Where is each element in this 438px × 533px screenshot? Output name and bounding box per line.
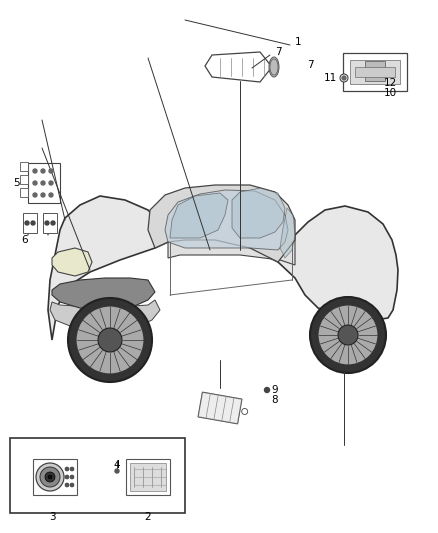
Bar — [20, 175, 28, 184]
Polygon shape — [280, 208, 295, 258]
Circle shape — [70, 475, 74, 479]
Circle shape — [33, 193, 37, 197]
Polygon shape — [198, 392, 242, 424]
Circle shape — [40, 467, 60, 487]
Polygon shape — [52, 278, 155, 310]
Circle shape — [68, 298, 152, 382]
Text: 11: 11 — [323, 73, 337, 83]
Circle shape — [70, 483, 74, 487]
Circle shape — [33, 181, 37, 185]
Polygon shape — [52, 248, 92, 276]
Circle shape — [33, 169, 37, 173]
Circle shape — [45, 221, 49, 225]
Circle shape — [48, 475, 52, 479]
Polygon shape — [170, 193, 228, 238]
Circle shape — [65, 483, 69, 487]
Polygon shape — [205, 52, 272, 82]
Circle shape — [242, 408, 248, 415]
Circle shape — [65, 467, 69, 471]
Circle shape — [76, 306, 144, 374]
Bar — [28, 163, 60, 203]
Bar — [20, 162, 28, 171]
Circle shape — [70, 467, 74, 471]
Circle shape — [98, 328, 122, 352]
Bar — [20, 188, 28, 197]
Circle shape — [49, 193, 53, 197]
Circle shape — [41, 169, 45, 173]
Text: 1: 1 — [295, 37, 301, 47]
Polygon shape — [48, 196, 398, 340]
Text: 5: 5 — [13, 178, 19, 188]
Text: 12: 12 — [383, 78, 397, 88]
Circle shape — [342, 76, 346, 80]
Bar — [23, 213, 37, 233]
Polygon shape — [165, 190, 288, 250]
Circle shape — [49, 169, 53, 173]
Bar — [10, 438, 185, 513]
Circle shape — [318, 305, 378, 365]
Text: 6: 6 — [22, 235, 28, 245]
Bar — [355, 67, 395, 77]
Text: 8: 8 — [272, 395, 278, 405]
Circle shape — [310, 297, 386, 373]
Polygon shape — [232, 188, 285, 238]
Circle shape — [49, 181, 53, 185]
Bar — [126, 459, 170, 495]
Circle shape — [31, 221, 35, 225]
Text: 4: 4 — [114, 460, 120, 470]
Circle shape — [25, 221, 29, 225]
Bar — [350, 60, 400, 84]
Polygon shape — [50, 300, 160, 330]
Text: 10: 10 — [383, 88, 396, 98]
Circle shape — [65, 475, 69, 479]
Text: 9: 9 — [272, 385, 278, 395]
Polygon shape — [148, 185, 295, 262]
Circle shape — [115, 469, 119, 473]
Circle shape — [51, 221, 55, 225]
Ellipse shape — [269, 57, 279, 77]
Polygon shape — [198, 392, 242, 424]
Bar — [43, 213, 57, 233]
Bar — [130, 463, 166, 491]
Text: 7: 7 — [307, 60, 313, 70]
Polygon shape — [168, 235, 295, 265]
Circle shape — [265, 387, 269, 392]
Bar — [343, 53, 407, 91]
Circle shape — [340, 74, 348, 82]
Circle shape — [41, 181, 45, 185]
Text: 7: 7 — [275, 47, 281, 57]
Circle shape — [338, 325, 358, 345]
Text: 2: 2 — [145, 512, 151, 522]
Circle shape — [41, 193, 45, 197]
Circle shape — [36, 463, 64, 491]
Bar — [33, 459, 77, 495]
Text: 3: 3 — [49, 512, 55, 522]
Circle shape — [45, 472, 55, 482]
Bar — [365, 61, 385, 81]
